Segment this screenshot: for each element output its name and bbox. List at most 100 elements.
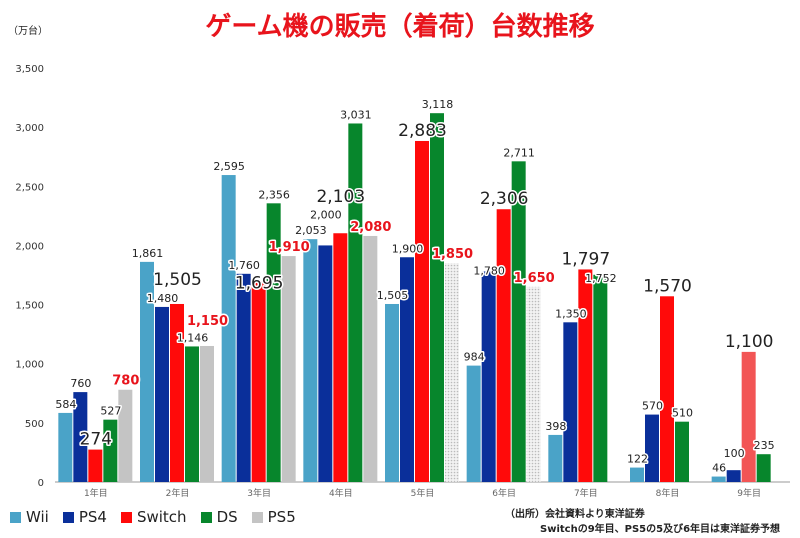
legend-item-ps4: PS4 [62, 508, 107, 526]
legend-label: Wii [26, 508, 49, 526]
data-label: 2,080 [350, 220, 391, 235]
data-label: 1,760 [228, 259, 260, 272]
y-tick-label: 2,000 [15, 241, 44, 252]
bar-wii [466, 365, 481, 482]
data-label: 2,306 [480, 189, 529, 209]
data-label: 1,480 [147, 292, 179, 305]
source-note: （出所）会社資料より東洋証券 [505, 509, 645, 520]
chart-title: ゲーム機の販売（着荷）台数推移 [205, 12, 595, 42]
bar-ps4 [481, 271, 496, 482]
data-label: 1,100 [725, 332, 774, 352]
bar-wii [711, 476, 726, 482]
data-label: 2,000 [310, 208, 342, 221]
data-label: 527 [100, 405, 121, 418]
data-label: 1,505 [153, 270, 202, 290]
data-label: 398 [545, 420, 566, 433]
data-label: 1,752 [585, 272, 617, 285]
data-label: 3,118 [422, 98, 454, 111]
data-label: 584 [55, 398, 76, 411]
legend-swatch [10, 511, 21, 523]
bar-ps4 [73, 392, 88, 482]
data-label: 570 [642, 400, 663, 413]
bar-wii [58, 412, 73, 482]
legend-label: PS5 [267, 508, 296, 526]
data-label: 984 [464, 351, 485, 364]
bar-switch [578, 269, 593, 482]
bar-ps4 [155, 306, 169, 482]
data-label: 1,350 [555, 307, 587, 320]
data-label: 2,356 [258, 188, 290, 201]
legend-item-switch: Switch [120, 508, 187, 526]
bar-ds [103, 419, 118, 482]
data-label: 1,850 [432, 247, 473, 262]
data-label: 235 [754, 439, 775, 452]
bar-ds [756, 454, 771, 482]
legend-swatch [120, 511, 132, 523]
x-tick-label: 3年目 [247, 487, 271, 499]
data-label: 2,103 [316, 187, 365, 207]
forecast-note: Switchの9年目、PS5の5及び6年目は東洋証券予想 [540, 524, 781, 535]
y-tick-label: 3,500 [15, 64, 44, 75]
legend-item-ps5: PS5 [251, 508, 296, 526]
bar-wii [548, 434, 563, 482]
bar-ps4 [400, 257, 414, 482]
bar-ps4 [645, 414, 659, 482]
data-label: 274 [80, 430, 112, 450]
data-label: 3,031 [340, 108, 372, 121]
y-tick-label: 2,500 [15, 182, 44, 193]
legend-label: DS [216, 508, 238, 526]
data-label: 760 [70, 377, 91, 390]
data-label: 1,695 [235, 274, 284, 294]
legend: Wii PS4 Switch DS PS5 [10, 508, 296, 526]
data-label: 2,883 [398, 121, 447, 141]
y-tick-label: 1,500 [15, 301, 44, 312]
y-tick-label: 500 [25, 419, 44, 430]
data-label: 122 [627, 453, 648, 466]
y-tick-label: 1,000 [15, 360, 44, 371]
data-label: 1,650 [514, 271, 555, 286]
bar-wii [630, 467, 644, 482]
data-label: 2,595 [213, 160, 245, 173]
legend-item-ds: DS [200, 508, 238, 526]
bar-wii [140, 261, 154, 482]
bar-wii [221, 175, 236, 482]
bar-switch [741, 351, 756, 482]
bar-switch [333, 233, 348, 482]
x-tick-label: 2年目 [166, 487, 190, 499]
bar-switch [415, 140, 429, 482]
bar-wii [303, 239, 318, 482]
data-label: 2,711 [503, 146, 535, 159]
bar-ps4 [563, 322, 578, 482]
data-label: 1,797 [561, 249, 610, 269]
x-tick-label: 8年目 [656, 487, 680, 499]
data-label: 1,861 [132, 247, 164, 260]
bar-ps5 [445, 263, 459, 482]
bar-ps5 [118, 389, 133, 482]
legend-label: Switch [136, 508, 187, 526]
legend-swatch [200, 511, 212, 523]
x-tick-label: 7年目 [574, 487, 598, 499]
y-axis-unit: （万台） [8, 26, 48, 37]
x-tick-label: 5年目 [411, 487, 435, 499]
bar-switch [496, 209, 511, 482]
data-label: 1,780 [473, 264, 505, 277]
legend-item-wii: Wii [10, 508, 49, 526]
data-label: 1,505 [377, 289, 409, 302]
data-label: 1,570 [643, 276, 692, 296]
x-tick-label: 4年目 [329, 487, 353, 499]
legend-swatch [251, 511, 263, 523]
data-label: 1,910 [269, 240, 310, 255]
bar-ds [266, 203, 281, 483]
bar-ds [185, 346, 199, 482]
data-label: 780 [112, 374, 139, 389]
y-tick-label: 0 [38, 478, 44, 489]
x-tick-label: 6年目 [492, 487, 516, 499]
data-label: 1,146 [177, 331, 209, 344]
y-tick-label: 3,000 [15, 123, 44, 134]
bar-ps4 [726, 470, 741, 482]
data-label: 2,053 [295, 224, 327, 237]
data-label: 1,150 [187, 314, 228, 329]
bar-switch [170, 303, 184, 482]
bar-switch [251, 281, 266, 482]
